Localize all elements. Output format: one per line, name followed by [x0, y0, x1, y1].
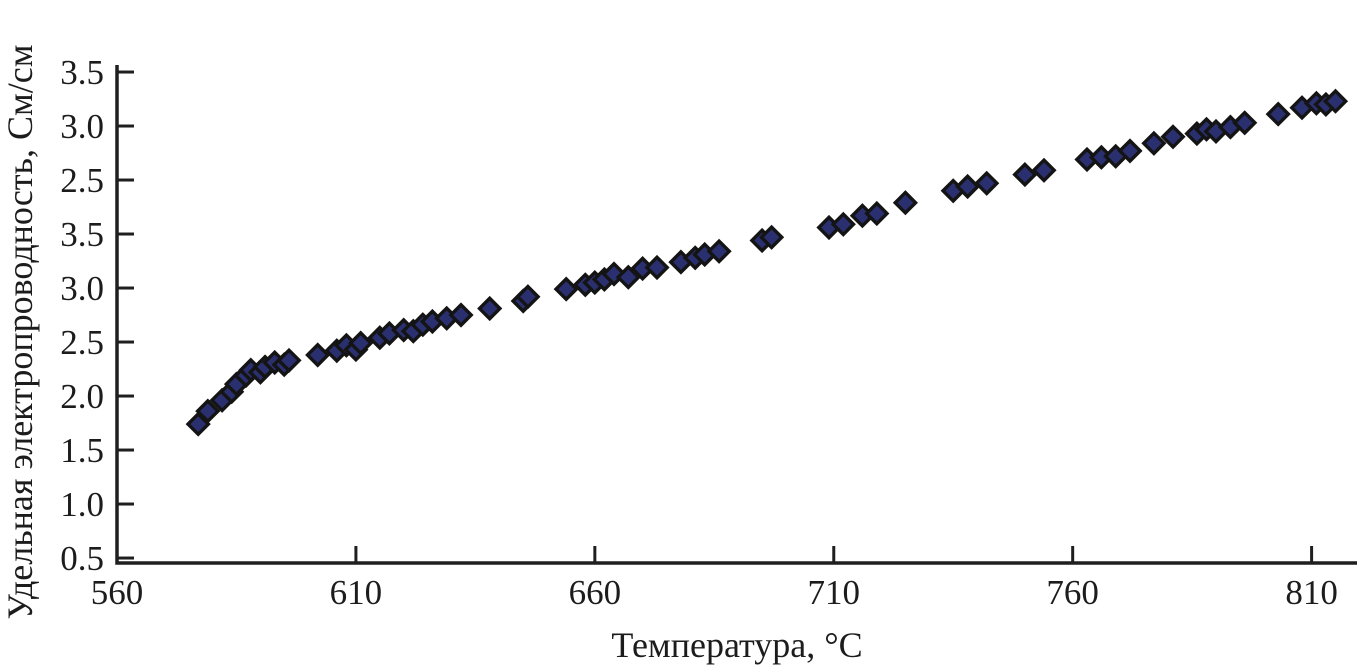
data-point — [1232, 110, 1258, 136]
y-axis-tick-label: 1.5 — [60, 431, 104, 470]
data-point — [195, 398, 221, 424]
y-axis-tick-label: 1.0 — [60, 485, 104, 524]
data-point — [276, 347, 302, 373]
y-axis-tick-label: 0.5 — [60, 539, 104, 578]
x-axis-tick-label: 810 — [1285, 573, 1338, 612]
data-point — [477, 295, 503, 322]
data-point — [955, 173, 981, 200]
y-axis-tick-label: 2.5 — [60, 323, 104, 362]
data-point — [515, 284, 541, 310]
data-point — [305, 342, 331, 368]
data-point — [1031, 157, 1057, 183]
data-point — [615, 264, 641, 290]
data-point — [706, 238, 732, 264]
y-axis-tick-label: 3.5 — [60, 53, 104, 92]
x-axis-tick-label: 660 — [569, 573, 622, 612]
data-point — [830, 211, 856, 237]
data-point — [553, 276, 579, 302]
x-axis-tick-label: 560 — [91, 573, 144, 612]
data-point — [864, 200, 890, 227]
data-point — [630, 256, 656, 282]
data-point — [759, 224, 785, 250]
data-point — [1265, 101, 1291, 127]
y-axis-tick-label: 2.5 — [60, 161, 104, 200]
data-point — [1160, 124, 1186, 150]
x-axis-tick-label: 610 — [330, 573, 383, 612]
data-point — [1117, 138, 1143, 164]
y-axis-tick-label: 3.5 — [60, 215, 104, 254]
x-axis-tick-label: 760 — [1046, 573, 1099, 612]
data-point — [892, 190, 918, 216]
data-point — [1141, 130, 1167, 156]
x-axis-title: Температура, °C — [611, 625, 863, 665]
y-axis-tick-label: 3.0 — [60, 107, 104, 146]
data-point — [974, 170, 1000, 196]
y-axis-tick-label: 3.0 — [60, 269, 104, 308]
x-axis-tick-label: 710 — [808, 573, 861, 612]
data-point — [1012, 162, 1038, 188]
y-axis-tick-label: 2.0 — [60, 377, 104, 416]
data-point — [644, 254, 670, 281]
data-point — [1088, 144, 1114, 170]
data-point — [348, 330, 374, 356]
data-point — [1322, 88, 1349, 114]
y-axis-title: Удельная электропроводность, См/см — [0, 44, 40, 620]
data-point — [448, 302, 474, 328]
axes-frame — [115, 65, 1357, 565]
